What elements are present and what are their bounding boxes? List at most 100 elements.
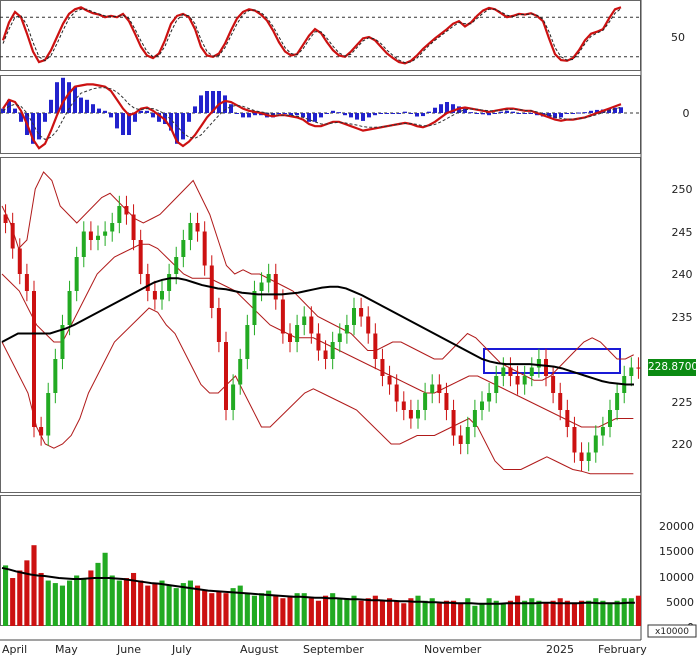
macd-histogram-bar	[397, 113, 401, 114]
volume-unit-label: x10000	[655, 627, 689, 637]
candle-body	[266, 274, 271, 283]
candle-body	[103, 231, 108, 236]
macd-histogram-bar	[67, 82, 71, 113]
volume-bar	[472, 605, 478, 626]
candle-body	[544, 359, 548, 376]
candle-body	[259, 282, 264, 291]
last-price-label: 228.8700	[648, 359, 698, 376]
candle-body	[579, 452, 584, 461]
volume-bar	[522, 600, 528, 626]
macd-histogram-bar	[619, 107, 623, 113]
macd-histogram-bar	[487, 113, 491, 116]
macd-histogram-bar	[241, 113, 245, 118]
volume-bar	[536, 600, 542, 626]
macd-histogram-bar	[325, 113, 329, 114]
macd-histogram-bar	[277, 113, 281, 114]
volume-bar	[557, 598, 563, 626]
volume-bar	[301, 593, 307, 626]
candle-body	[152, 291, 157, 300]
macd-histogram-bar	[49, 99, 53, 113]
macd-histogram-bar	[361, 113, 365, 121]
month-label: February	[598, 643, 647, 656]
candle-body	[24, 274, 29, 291]
volume-bar	[443, 600, 449, 626]
candle-body	[565, 410, 570, 427]
volume-bar	[628, 598, 634, 626]
macd-histogram-bar	[79, 97, 83, 113]
macd-histogram-bar	[463, 108, 467, 113]
macd-histogram-bar	[379, 113, 383, 114]
candle-body	[53, 359, 58, 393]
volume-bar	[579, 600, 585, 626]
candle-body	[309, 316, 314, 334]
candle-body	[81, 231, 86, 257]
volume-bar	[458, 603, 464, 626]
macd-histogram-bar	[61, 77, 65, 113]
volume-bar	[550, 600, 556, 626]
volume-bar	[451, 600, 457, 626]
candle-body	[430, 384, 435, 393]
volume-bar	[593, 598, 599, 626]
macd-histogram-bar	[511, 111, 515, 113]
macd-histogram-bar	[187, 113, 191, 122]
macd-histogram-bar	[43, 113, 47, 122]
macd-histogram-bar	[445, 102, 449, 113]
volume-bar	[138, 580, 144, 626]
volume-bar	[571, 603, 577, 626]
month-label: June	[116, 643, 141, 656]
candle-body	[96, 235, 100, 240]
volume-bar	[280, 598, 286, 626]
macd-histogram-bar	[223, 95, 227, 113]
macd-histogram-bar	[235, 113, 239, 114]
volume-bar	[131, 572, 137, 626]
month-label: July	[171, 643, 192, 656]
volume-bar	[3, 565, 9, 626]
volume-bar	[123, 578, 129, 626]
candle-body	[10, 223, 15, 249]
volume-unit-box	[647, 624, 697, 638]
price-tick-label: 240	[672, 268, 693, 281]
macd-histogram-bar	[409, 113, 413, 114]
volume-bar	[372, 595, 378, 626]
macd-histogram-bar	[547, 113, 551, 118]
volume-bar	[429, 598, 435, 626]
macd-histogram-bar	[403, 111, 407, 113]
candle-body	[110, 223, 115, 232]
macd-histogram-bar	[331, 110, 335, 113]
macd-histogram-bar	[85, 99, 89, 113]
macd-histogram-bar	[109, 113, 113, 118]
macd-histogram-bar	[349, 113, 353, 118]
volume-bar	[52, 583, 58, 626]
macd-histogram-bar	[175, 113, 179, 144]
stoch-k-line	[1, 6, 622, 65]
candle-body	[295, 325, 300, 342]
macd-histogram-bar	[385, 113, 389, 114]
volume-bar	[152, 583, 158, 626]
candle-body	[231, 384, 236, 410]
stoch-d-line	[2, 8, 622, 64]
volume-bar	[10, 578, 16, 626]
candle-body	[344, 325, 349, 334]
macd-histogram-bar	[523, 113, 527, 114]
volume-bar	[45, 580, 51, 626]
macd-histogram-bar	[505, 110, 509, 113]
candle-body	[74, 257, 79, 291]
candle-body	[501, 367, 506, 376]
candle-body	[380, 359, 385, 376]
volume-bar	[244, 593, 250, 626]
volume-bar	[287, 595, 293, 626]
candle-body	[280, 299, 285, 334]
volume-bar	[351, 595, 357, 626]
macd-histogram-bar	[571, 113, 575, 114]
volume-bar	[17, 570, 23, 626]
stochastic-panel-frame	[0, 0, 641, 71]
macd-histogram-bar	[565, 113, 569, 114]
volume-bar	[621, 598, 627, 626]
macd-line	[2, 83, 622, 150]
stoch-tick-label: 50	[671, 31, 685, 44]
volume-bar	[515, 595, 521, 626]
macd-histogram-bar	[37, 113, 41, 140]
volume-bar	[308, 598, 314, 626]
macd-histogram-bar	[151, 113, 155, 118]
candle-body	[558, 393, 563, 410]
